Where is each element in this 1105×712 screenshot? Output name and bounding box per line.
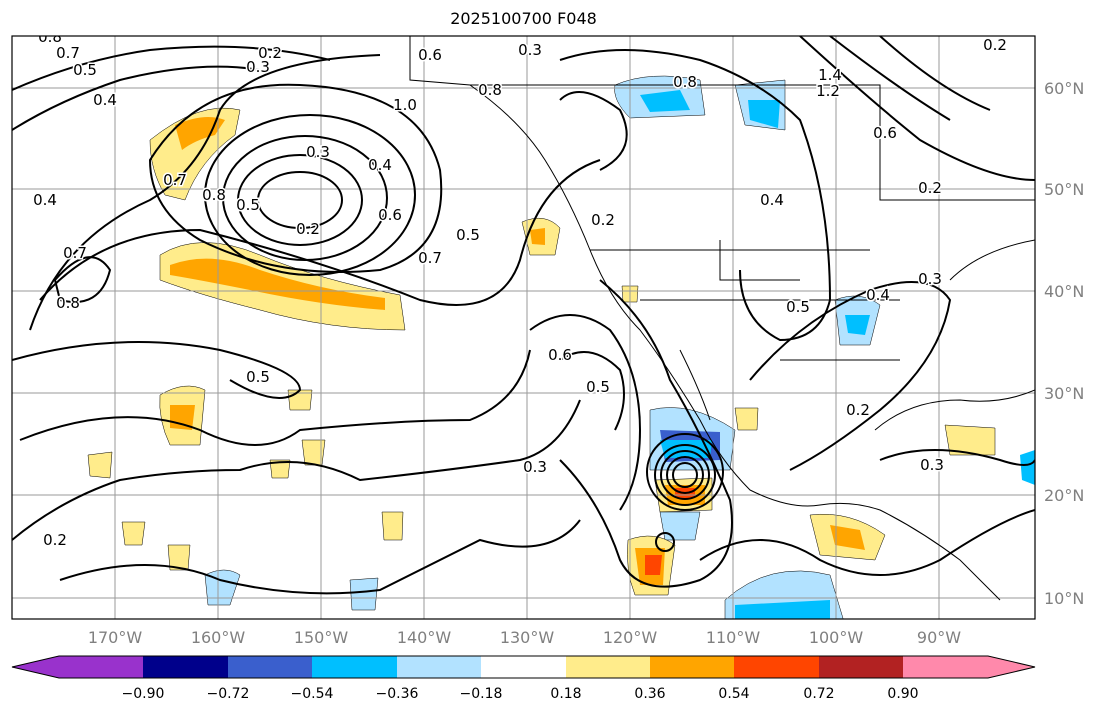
svg-text:1.0: 1.0 [393,96,417,114]
svg-text:0.3: 0.3 [918,270,942,288]
svg-text:0.5: 0.5 [456,226,480,244]
colorbar-swatch [12,656,143,678]
svg-text:170°W: 170°W [88,628,143,647]
svg-text:0.8: 0.8 [673,73,697,91]
svg-text:0.4: 0.4 [93,91,117,109]
svg-text:0.4: 0.4 [760,191,784,209]
colorbar-swatch [903,656,1035,678]
svg-text:120°W: 120°W [603,628,658,647]
map-title: 2025100700 F048 [450,9,597,28]
svg-text:0.4: 0.4 [368,156,392,174]
svg-text:0.5: 0.5 [246,368,270,386]
svg-text:0.6: 0.6 [548,346,572,364]
svg-text:−0.90: −0.90 [122,686,165,702]
colorbar-swatch [312,656,397,678]
svg-text:0.2: 0.2 [983,36,1007,54]
longitude-labels: 170°W 160°W 150°W 140°W 130°W 120°W 110°… [88,628,961,647]
svg-text:130°W: 130°W [500,628,555,647]
map-area: 0.8 0.7 0.5 0.4 0.2 0.3 0.6 0.3 0.2 0.4 … [12,28,1035,619]
contours [12,36,1035,595]
svg-text:0.3: 0.3 [523,458,547,476]
coastlines [409,36,1035,601]
colorbar-swatch [143,656,228,678]
svg-text:0.2: 0.2 [591,211,615,229]
svg-text:0.7: 0.7 [63,244,87,262]
svg-text:0.7: 0.7 [163,171,187,189]
svg-text:0.5: 0.5 [73,61,97,79]
svg-text:140°W: 140°W [397,628,452,647]
colorbar-swatch [650,656,734,678]
svg-text:50°N: 50°N [1044,180,1084,199]
svg-text:1.2: 1.2 [816,82,840,100]
svg-text:0.7: 0.7 [418,249,442,267]
svg-text:0.18: 0.18 [550,686,581,702]
svg-text:0.54: 0.54 [718,686,749,702]
svg-text:0.5: 0.5 [586,378,610,396]
svg-text:20°N: 20°N [1044,486,1084,505]
svg-text:1.4: 1.4 [818,66,842,84]
colorbar [11,655,1036,679]
svg-text:0.3: 0.3 [246,58,270,76]
svg-text:0.90: 0.90 [887,686,918,702]
svg-text:0.5: 0.5 [786,298,810,316]
svg-text:−0.72: −0.72 [207,686,250,702]
svg-text:90°W: 90°W [917,628,961,647]
graticule [12,36,1035,619]
svg-text:−0.36: −0.36 [376,686,419,702]
svg-text:0.8: 0.8 [478,81,502,99]
svg-text:60°N: 60°N [1044,79,1084,98]
svg-text:0.4: 0.4 [33,191,57,209]
svg-text:0.5: 0.5 [236,196,260,214]
colorbar-swatch [481,656,566,678]
svg-text:0.6: 0.6 [378,206,402,224]
colorbar-ticks: −0.90 −0.72 −0.54 −0.36 −0.18 0.18 0.36 … [122,686,919,702]
svg-text:0.7: 0.7 [56,44,80,62]
svg-text:0.3: 0.3 [518,41,542,59]
latitude-labels: 60°N 50°N 40°N 30°N 20°N 10°N [1044,79,1084,608]
svg-text:0.2: 0.2 [918,179,942,197]
svg-text:0.2: 0.2 [296,220,320,238]
svg-text:150°W: 150°W [294,628,349,647]
colorbar-swatch [819,656,903,678]
svg-text:160°W: 160°W [191,628,246,647]
svg-text:110°W: 110°W [706,628,761,647]
svg-text:0.8: 0.8 [202,186,226,204]
svg-text:40°N: 40°N [1044,282,1084,301]
map-frame [11,35,1036,620]
svg-text:0.2: 0.2 [258,44,282,62]
svg-text:0.8: 0.8 [56,294,80,312]
svg-text:0.2: 0.2 [43,531,67,549]
svg-text:0.3: 0.3 [306,143,330,161]
colorbar-swatch [734,656,819,678]
colorbar-swatch [566,656,650,678]
svg-text:10°N: 10°N [1044,589,1084,608]
svg-text:0.36: 0.36 [634,686,665,702]
colorbar-swatch [397,656,481,678]
svg-text:0.3: 0.3 [920,456,944,474]
colorbar-swatch [228,656,312,678]
svg-text:−0.18: −0.18 [460,686,503,702]
svg-text:−0.54: −0.54 [291,686,334,702]
svg-text:0.8: 0.8 [38,28,62,46]
colorbar-outline [11,655,1036,679]
svg-text:0.6: 0.6 [873,124,897,142]
svg-text:0.2: 0.2 [846,401,870,419]
svg-text:0.4: 0.4 [866,286,890,304]
svg-text:0.6: 0.6 [418,46,442,64]
svg-text:0.72: 0.72 [803,686,834,702]
contour-labels: 0.8 0.7 0.5 0.4 0.2 0.3 0.6 0.3 0.2 0.4 … [32,28,1009,551]
svg-text:100°W: 100°W [809,628,864,647]
svg-text:30°N: 30°N [1044,384,1084,403]
